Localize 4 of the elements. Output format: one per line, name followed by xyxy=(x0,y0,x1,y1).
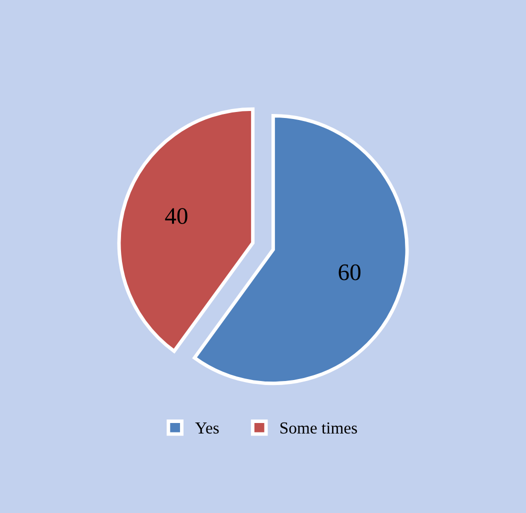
legend-label: Some times xyxy=(280,422,357,434)
data-label: 60 xyxy=(338,264,360,280)
data-label: 40 xyxy=(165,208,188,224)
legend-label: Yes xyxy=(195,422,219,434)
